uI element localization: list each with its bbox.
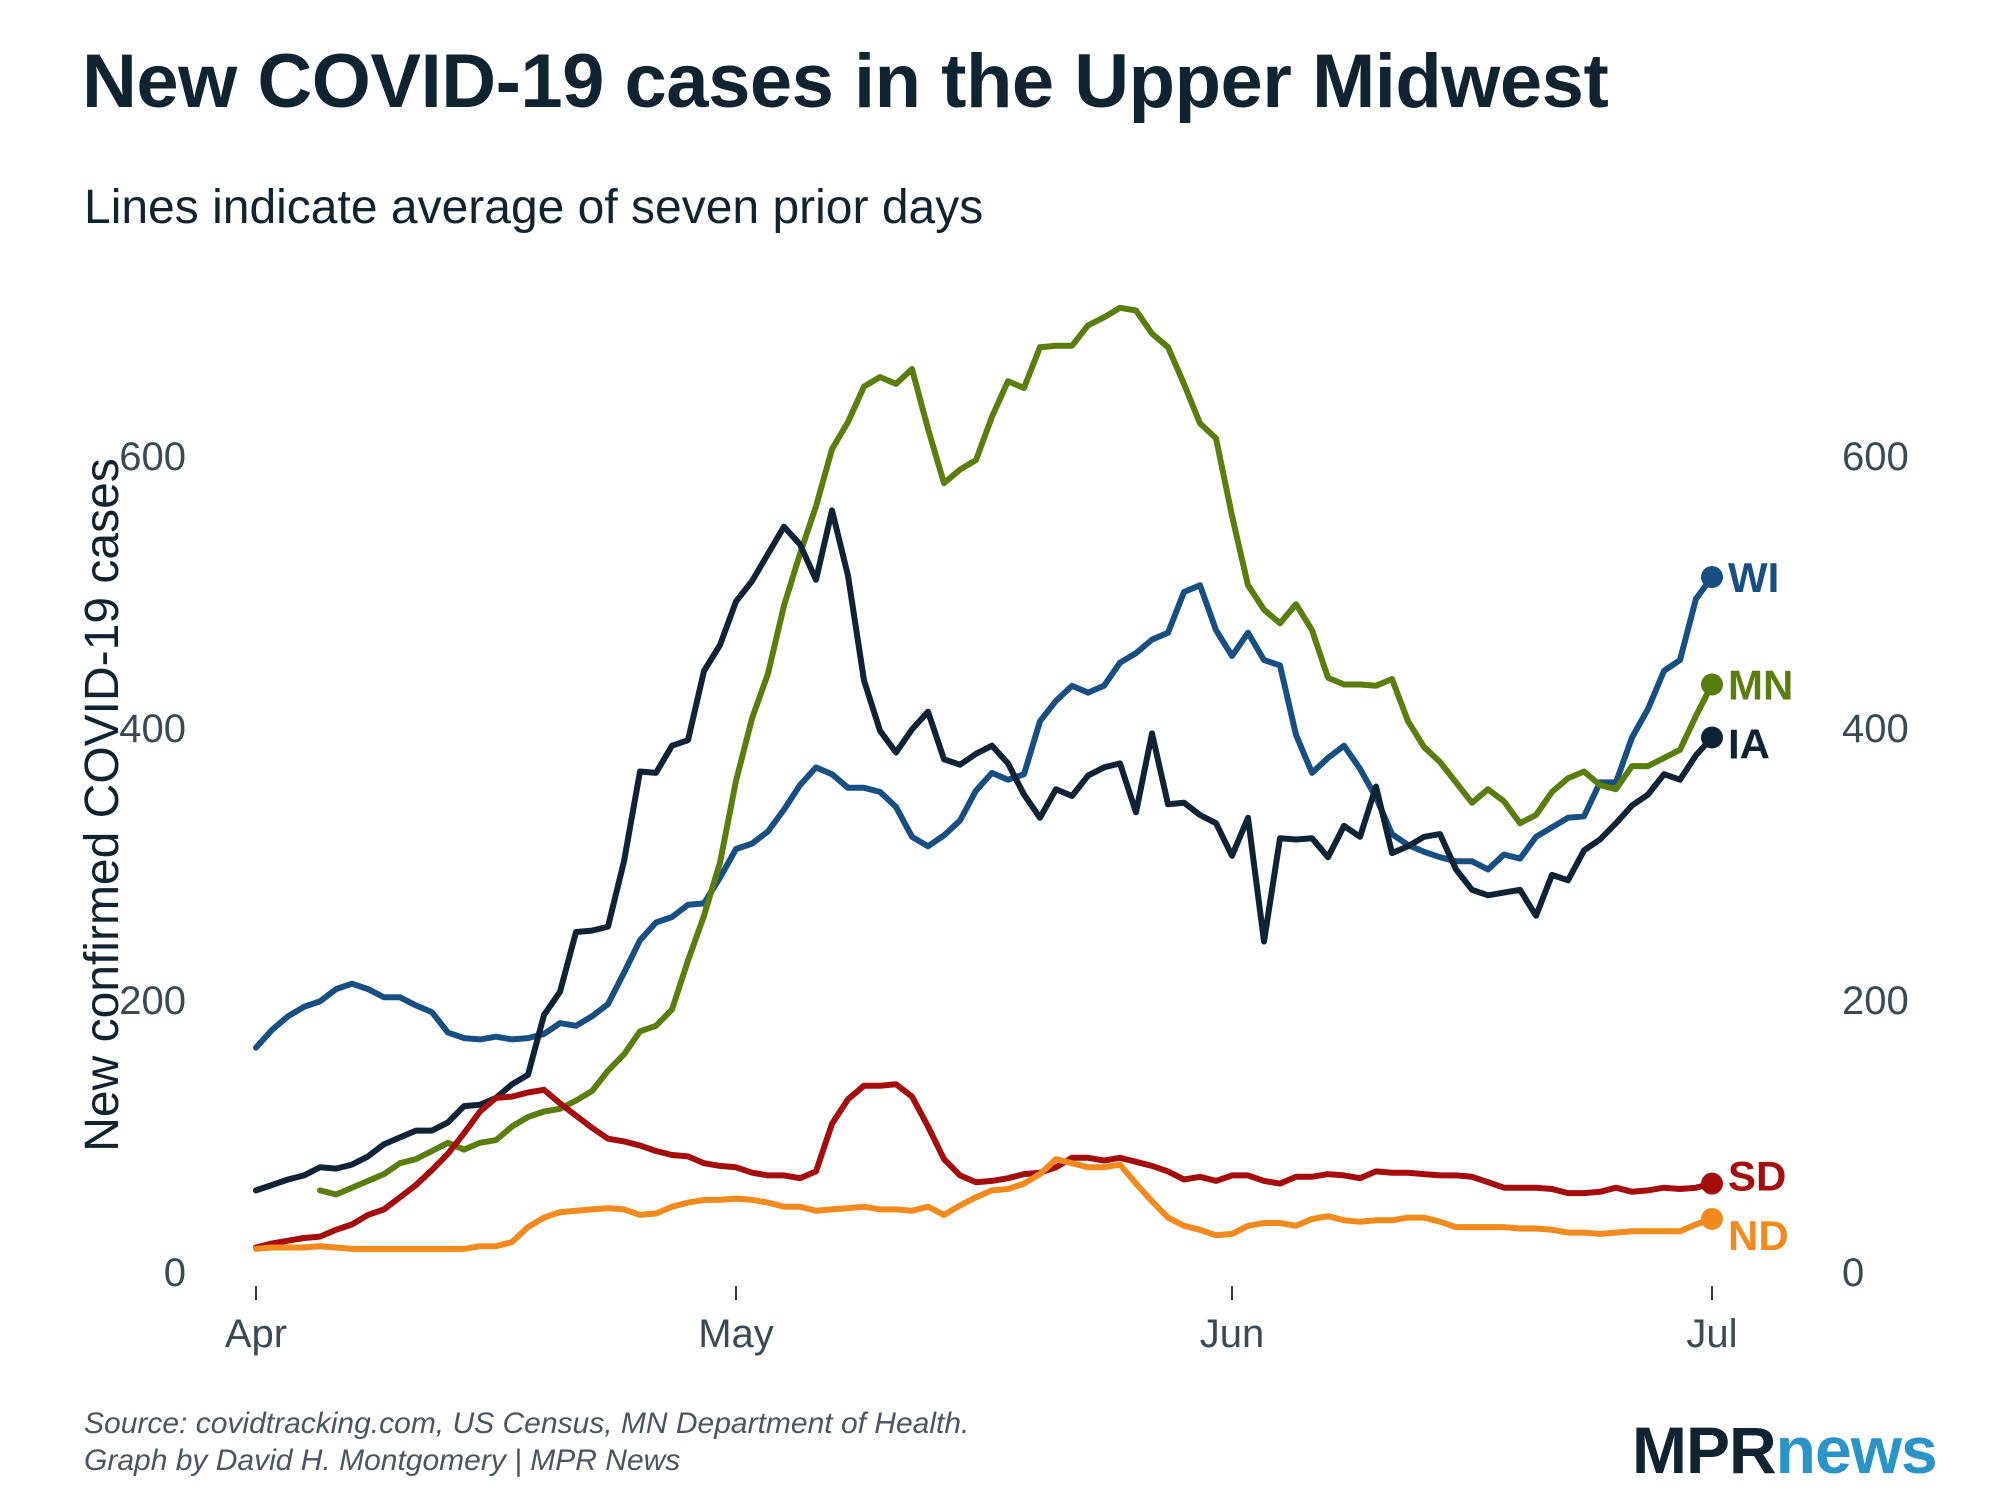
x-tick-jun: Jun — [1200, 1312, 1265, 1356]
y-tick-left-600: 600 — [119, 435, 186, 479]
series-lines — [253, 304, 1715, 1252]
end-dot-sd — [1701, 1172, 1723, 1195]
source-note: Source: covidtracking.com, US Census, MN… — [84, 1405, 969, 1479]
x-tick-apr: Apr — [225, 1312, 287, 1356]
y-axis-label: New confirmed COVID-19 cases — [76, 458, 129, 1152]
end-label-nd: ND — [1728, 1212, 1789, 1259]
chart-subtitle: Lines indicate average of seven prior da… — [84, 181, 984, 234]
x-tick-jul: Jul — [1686, 1312, 1737, 1356]
end-label-sd: SD — [1728, 1153, 1786, 1200]
end-markers: WI MN IA SD ND — [1701, 554, 1793, 1259]
series-line-sd — [253, 1081, 1715, 1251]
logo-news: news — [1775, 1413, 1938, 1487]
y-tick-left-0: 0 — [164, 1251, 186, 1295]
mpr-news-logo: MPRnews — [1632, 1412, 1938, 1488]
source-line-1: Source: covidtracking.com, US Census, MN… — [84, 1407, 970, 1440]
x-tick-may: May — [698, 1312, 774, 1356]
logo-mpr: MPR — [1632, 1413, 1777, 1487]
series-line-wi — [253, 574, 1715, 1051]
end-dot-nd — [1701, 1207, 1723, 1230]
y-tick-left-400: 400 — [119, 707, 186, 751]
end-dot-mn — [1701, 673, 1723, 696]
end-dot-wi — [1701, 566, 1723, 589]
y-tick-right-200: 200 — [1842, 979, 1909, 1023]
y-axis-right: 0 200 400 600 — [1842, 435, 1909, 1295]
end-label-ia: IA — [1728, 721, 1770, 768]
end-dot-ia — [1701, 726, 1723, 749]
source-line-2: Graph by David H. Montgomery | MPR News — [84, 1444, 681, 1477]
y-tick-right-400: 400 — [1842, 707, 1909, 751]
y-axis-left: 0 200 400 600 — [119, 435, 186, 1295]
chart-title: New COVID-19 cases in the Upper Midwest — [82, 39, 1609, 124]
x-axis: Apr May Jun Jul — [225, 1286, 1738, 1356]
series-line-mn — [317, 304, 1715, 1198]
end-label-mn: MN — [1728, 661, 1793, 708]
y-tick-right-600: 600 — [1842, 435, 1909, 479]
end-label-wi: WI — [1728, 554, 1779, 601]
y-tick-left-200: 200 — [119, 979, 186, 1023]
series-line-nd — [253, 1156, 1715, 1252]
series-line-ia — [253, 507, 1715, 1194]
y-tick-right-0: 0 — [1842, 1251, 1864, 1295]
